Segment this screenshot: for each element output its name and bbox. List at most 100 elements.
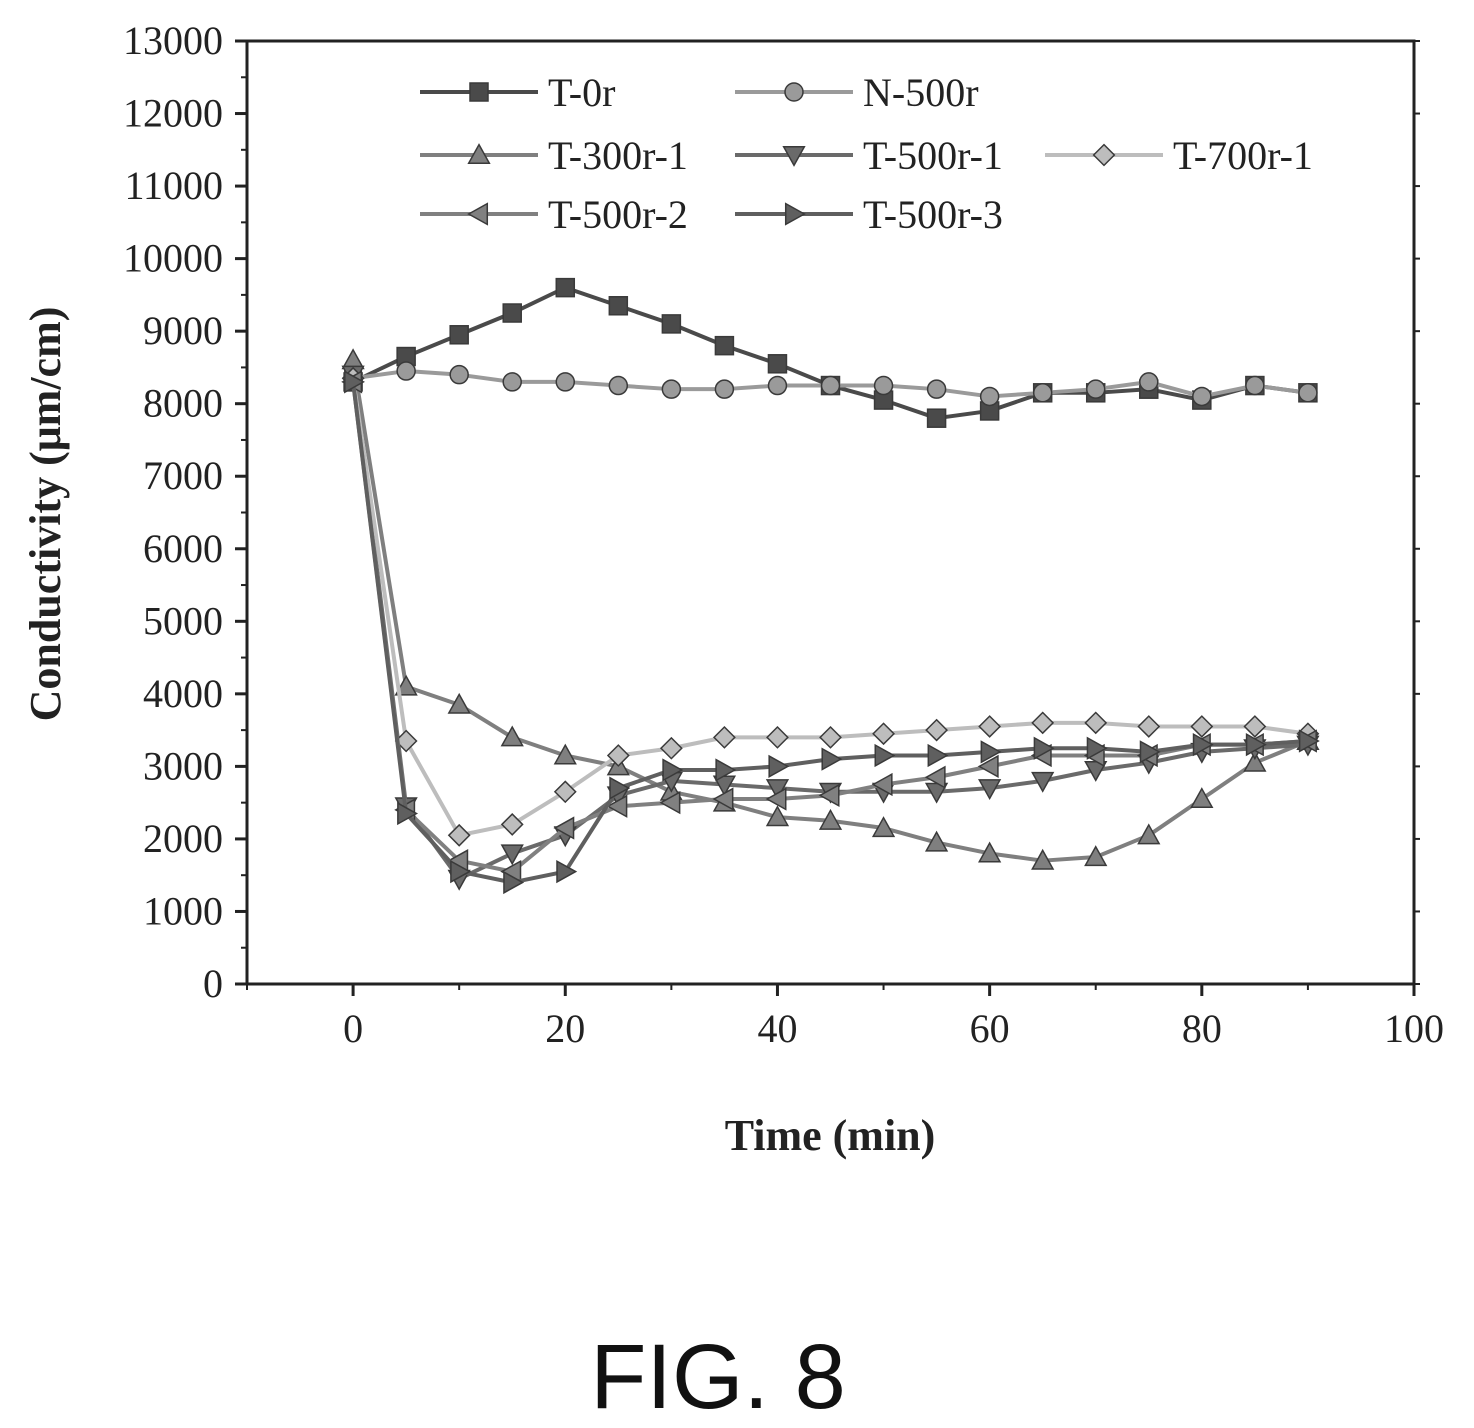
y-tick-label: 12000 xyxy=(123,91,223,136)
data-point xyxy=(872,722,895,746)
data-point xyxy=(927,743,949,768)
data-point xyxy=(661,379,682,399)
data-point xyxy=(1084,845,1108,867)
data-point xyxy=(397,801,419,826)
legend-item: T-500r-2 xyxy=(420,192,688,237)
data-point xyxy=(819,725,842,749)
data-point xyxy=(821,747,843,771)
data-point xyxy=(553,816,575,840)
y-tick-label: 4000 xyxy=(143,671,223,716)
legend-label: T-500r-2 xyxy=(548,192,688,237)
data-point xyxy=(926,408,947,428)
data-point xyxy=(1086,736,1108,760)
data-point xyxy=(979,386,1000,407)
data-point xyxy=(924,765,946,789)
plot-area: 0100020003000400050006000700080009000100… xyxy=(123,18,1444,1051)
data-point xyxy=(659,736,683,760)
data-point xyxy=(608,375,629,396)
y-tick-label: 10000 xyxy=(123,236,223,281)
y-tick-label: 6000 xyxy=(143,526,223,571)
x-tick-label: 100 xyxy=(1384,1006,1444,1051)
x-tick-label: 80 xyxy=(1182,1006,1222,1051)
data-point xyxy=(818,808,843,830)
data-point xyxy=(449,325,469,345)
data-point xyxy=(820,375,841,396)
legend-item: T-300r-1 xyxy=(420,133,688,178)
legend-label: T-500r-3 xyxy=(863,192,1003,237)
data-point xyxy=(662,758,684,782)
data-point xyxy=(394,674,418,696)
data-point xyxy=(502,303,522,323)
x-tick-label: 20 xyxy=(545,1006,585,1051)
legend-item: T-500r-3 xyxy=(735,192,1003,237)
legend-marker xyxy=(782,145,806,167)
data-point xyxy=(765,779,790,801)
y-tick-label: 5000 xyxy=(143,598,223,643)
y-tick-label: 13000 xyxy=(123,18,223,63)
data-point xyxy=(661,314,682,334)
y-tick-label: 3000 xyxy=(143,743,223,788)
data-point xyxy=(500,813,524,836)
y-tick-label: 2000 xyxy=(143,816,223,861)
data-point xyxy=(765,805,790,827)
legend-item: N-500r xyxy=(735,70,979,115)
data-point xyxy=(978,779,1002,801)
data-point xyxy=(978,715,1002,738)
legend-label: T-700r-1 xyxy=(1173,133,1313,178)
data-point xyxy=(1190,715,1214,738)
legend-label: T-300r-1 xyxy=(548,133,688,178)
x-tick-label: 0 xyxy=(343,1006,363,1051)
y-tick-label: 8000 xyxy=(143,381,223,426)
data-point xyxy=(980,740,1002,764)
data-point xyxy=(1137,715,1161,738)
data-point xyxy=(1192,732,1214,757)
data-point xyxy=(714,335,735,356)
data-point xyxy=(1192,386,1212,407)
data-point xyxy=(767,354,788,374)
data-point xyxy=(449,364,469,385)
data-point xyxy=(977,754,999,779)
data-point xyxy=(871,816,896,838)
data-point xyxy=(767,375,788,396)
legend-label: T-0r xyxy=(548,70,615,115)
series-line xyxy=(351,381,1309,885)
legend-marker xyxy=(784,82,804,102)
data-point xyxy=(447,823,471,847)
data-point xyxy=(1137,823,1161,845)
data-point xyxy=(1245,375,1265,396)
x-tick-label: 40 xyxy=(757,1006,797,1051)
data-point xyxy=(1298,383,1318,403)
data-point xyxy=(396,361,416,381)
legend-marker xyxy=(467,143,491,165)
data-point xyxy=(556,859,578,884)
data-point xyxy=(874,743,896,768)
data-point xyxy=(924,830,949,852)
series-t-500r-3 xyxy=(344,370,1320,895)
data-point xyxy=(1031,711,1055,735)
data-point xyxy=(1031,771,1055,793)
data-point xyxy=(712,787,734,811)
legend-marker xyxy=(469,82,489,102)
data-point xyxy=(502,372,522,392)
data-point xyxy=(394,729,418,753)
x-axis-title: Time (min) xyxy=(725,1111,936,1160)
data-point xyxy=(609,776,631,800)
data-point xyxy=(1085,379,1106,399)
x-tick-label: 60 xyxy=(970,1006,1010,1051)
legend-item: T-500r-1 xyxy=(735,133,1003,178)
y-tick-label: 1000 xyxy=(143,888,223,933)
data-point xyxy=(447,692,471,714)
series-n-500r xyxy=(343,361,1318,407)
plot-frame xyxy=(245,39,1416,986)
data-point xyxy=(873,375,894,396)
data-point xyxy=(1031,848,1055,870)
data-point xyxy=(1243,715,1267,738)
data-point xyxy=(608,296,629,316)
data-point xyxy=(555,372,576,392)
data-point xyxy=(926,379,947,399)
data-point xyxy=(714,379,735,399)
legend-marker xyxy=(1092,143,1116,167)
y-tick-label: 9000 xyxy=(143,308,223,353)
figure-caption: FIG. 8 xyxy=(590,1326,846,1428)
